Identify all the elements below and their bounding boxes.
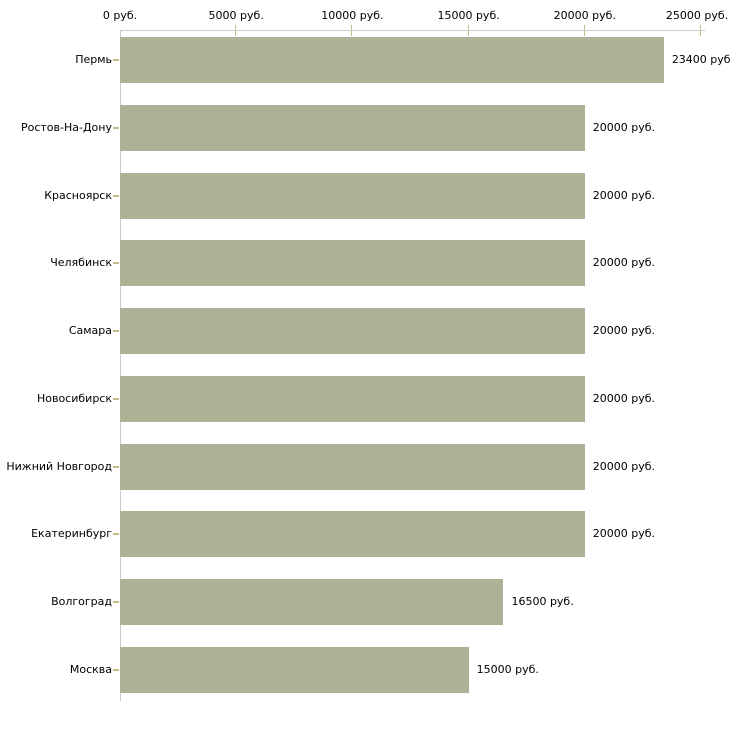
x-axis-tick-label: 10000 руб. bbox=[321, 9, 384, 22]
bar-value-label: 20000 руб. bbox=[592, 459, 656, 473]
bar bbox=[120, 172, 585, 219]
category-label: Волгоград bbox=[51, 595, 112, 608]
bar bbox=[120, 646, 469, 693]
bar-value-label: 20000 руб. bbox=[592, 324, 656, 337]
x-axis-tick-label: 0 руб. bbox=[102, 9, 138, 22]
category-label: Самара bbox=[68, 324, 112, 337]
x-axis-tick-label: 5000 руб. bbox=[208, 9, 264, 22]
category-label: Екатеринбург bbox=[31, 527, 112, 541]
x-axis-tick-mark bbox=[700, 25, 701, 36]
y-axis-line bbox=[120, 30, 121, 701]
bar-value-label: 23400 руб. bbox=[671, 53, 730, 66]
bar-value-label: 20000 руб. bbox=[592, 120, 656, 134]
x-axis-tick-label: 15000 руб. bbox=[437, 9, 500, 22]
category-tick-mark bbox=[113, 601, 119, 603]
category-tick-mark bbox=[113, 262, 119, 265]
category-label: Пермь bbox=[75, 53, 112, 66]
x-axis-line bbox=[120, 30, 705, 31]
x-axis-tick-mark bbox=[351, 25, 353, 36]
bar-value-label: 16500 руб. bbox=[511, 595, 574, 608]
x-axis-tick-mark bbox=[583, 25, 585, 36]
category-tick-mark bbox=[113, 533, 119, 536]
x-axis-tick-label: 20000 руб. bbox=[553, 9, 616, 22]
category-tick-mark bbox=[113, 194, 119, 197]
bar bbox=[120, 511, 585, 558]
bar bbox=[120, 104, 585, 151]
category-tick-mark bbox=[113, 465, 119, 468]
bar bbox=[120, 443, 585, 490]
x-axis-tick-label: 25000 руб. bbox=[665, 9, 729, 22]
category-label: Ростов-На-Дону bbox=[20, 120, 112, 134]
x-axis-tick-mark bbox=[467, 25, 469, 36]
category-tick-mark bbox=[113, 397, 119, 400]
bar bbox=[120, 240, 585, 287]
category-tick-mark bbox=[113, 59, 119, 61]
bar bbox=[120, 308, 585, 354]
category-tick-mark bbox=[113, 668, 119, 671]
x-axis-tick-mark bbox=[235, 25, 237, 36]
category-label: Москва bbox=[69, 662, 112, 676]
category-label: Красноярск bbox=[44, 188, 112, 202]
category-label: Нижний Новгород bbox=[6, 459, 112, 473]
bar-value-label: 20000 руб. bbox=[592, 256, 656, 270]
bar bbox=[120, 37, 664, 83]
bar-value-label: 20000 руб. bbox=[592, 527, 656, 541]
bar bbox=[120, 375, 585, 422]
category-label: Челябинск bbox=[50, 256, 112, 270]
category-tick-mark bbox=[113, 330, 119, 332]
bar-value-label: 15000 руб. bbox=[476, 662, 539, 676]
bar bbox=[120, 579, 504, 625]
bar-value-label: 20000 руб. bbox=[592, 391, 656, 405]
category-label: Новосибирск bbox=[36, 391, 112, 405]
category-tick-mark bbox=[113, 126, 119, 129]
bar-value-label: 20000 руб. bbox=[592, 188, 656, 202]
